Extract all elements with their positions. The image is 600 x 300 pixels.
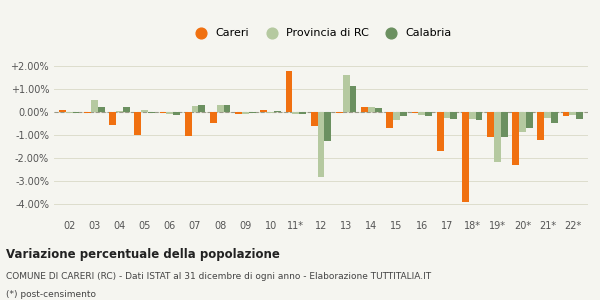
Bar bbox=[476, 112, 482, 120]
Bar bbox=[462, 112, 469, 202]
Bar bbox=[84, 112, 91, 113]
Bar bbox=[519, 112, 526, 131]
Bar bbox=[210, 112, 217, 123]
Bar bbox=[292, 112, 299, 114]
Bar bbox=[148, 112, 155, 113]
Bar bbox=[141, 110, 148, 112]
Bar bbox=[469, 112, 476, 119]
Bar bbox=[487, 112, 494, 137]
Bar bbox=[109, 112, 116, 124]
Bar bbox=[123, 107, 130, 112]
Bar bbox=[375, 108, 382, 112]
Bar bbox=[160, 112, 166, 113]
Bar bbox=[185, 112, 191, 136]
Bar bbox=[98, 107, 104, 112]
Bar bbox=[576, 112, 583, 119]
Bar bbox=[311, 112, 317, 126]
Bar bbox=[501, 112, 508, 137]
Bar bbox=[386, 112, 393, 128]
Bar bbox=[325, 112, 331, 141]
Bar bbox=[343, 75, 350, 112]
Bar bbox=[260, 110, 267, 112]
Bar bbox=[425, 112, 432, 116]
Bar bbox=[368, 107, 375, 112]
Bar bbox=[451, 112, 457, 119]
Bar bbox=[443, 112, 451, 118]
Bar bbox=[393, 112, 400, 120]
Bar bbox=[286, 71, 292, 112]
Bar bbox=[563, 112, 569, 116]
Text: (*) post-censimento: (*) post-censimento bbox=[6, 290, 96, 299]
Bar bbox=[116, 111, 123, 112]
Bar bbox=[544, 112, 551, 118]
Bar bbox=[569, 112, 576, 115]
Bar bbox=[274, 111, 281, 112]
Bar bbox=[317, 112, 325, 177]
Bar bbox=[400, 112, 407, 116]
Bar bbox=[526, 112, 533, 128]
Bar bbox=[242, 112, 249, 114]
Bar bbox=[267, 112, 274, 113]
Bar bbox=[299, 112, 306, 114]
Legend: Careri, Provincia di RC, Calabria: Careri, Provincia di RC, Calabria bbox=[186, 24, 456, 43]
Bar bbox=[551, 112, 558, 123]
Bar bbox=[73, 112, 79, 113]
Bar bbox=[418, 112, 425, 115]
Bar bbox=[512, 112, 519, 165]
Bar bbox=[166, 112, 173, 114]
Text: Variazione percentuale della popolazione: Variazione percentuale della popolazione bbox=[6, 248, 280, 261]
Bar bbox=[494, 112, 501, 162]
Bar bbox=[191, 106, 199, 112]
Bar bbox=[217, 105, 224, 112]
Bar bbox=[336, 112, 343, 113]
Bar bbox=[437, 112, 443, 151]
Bar bbox=[66, 112, 73, 113]
Bar bbox=[224, 105, 230, 112]
Bar bbox=[235, 112, 242, 114]
Bar bbox=[350, 86, 356, 112]
Bar bbox=[91, 100, 98, 112]
Bar bbox=[134, 112, 141, 135]
Bar bbox=[249, 112, 256, 113]
Bar bbox=[412, 112, 418, 113]
Text: COMUNE DI CARERI (RC) - Dati ISTAT al 31 dicembre di ogni anno - Elaborazione TU: COMUNE DI CARERI (RC) - Dati ISTAT al 31… bbox=[6, 272, 431, 281]
Bar bbox=[59, 110, 66, 112]
Bar bbox=[361, 107, 368, 112]
Bar bbox=[173, 112, 180, 115]
Bar bbox=[199, 105, 205, 112]
Bar bbox=[538, 112, 544, 140]
